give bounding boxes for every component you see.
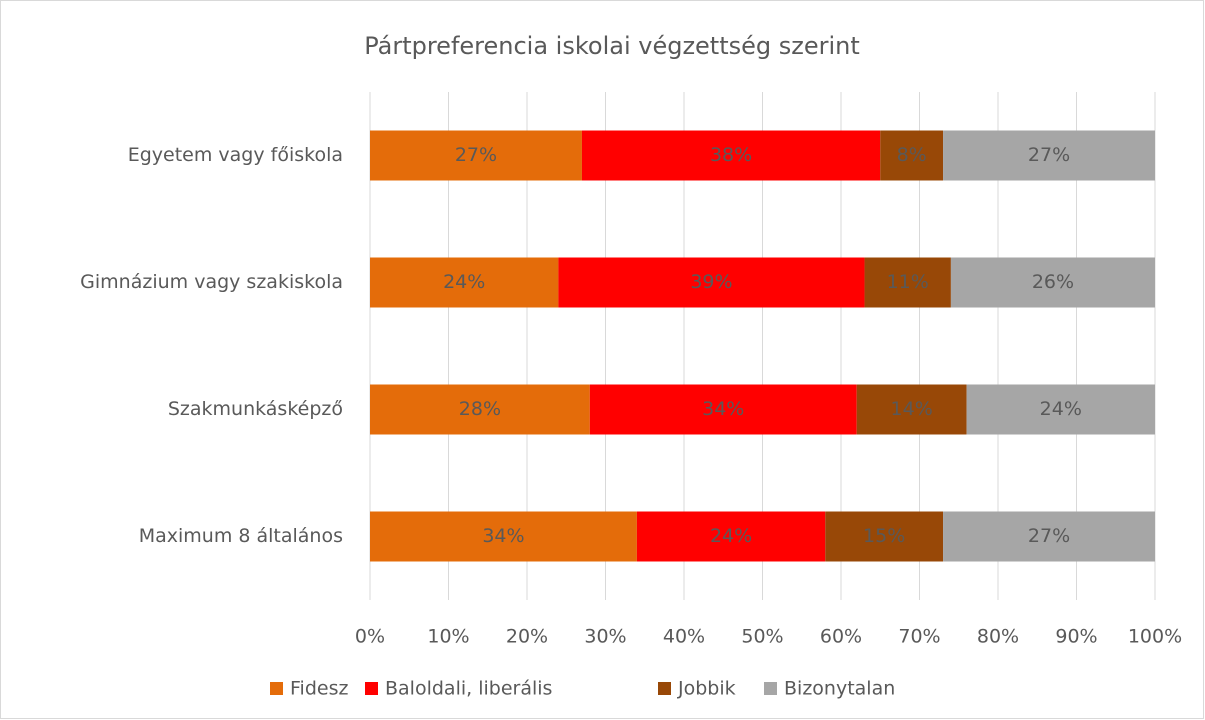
bar-segment (370, 130, 582, 181)
data-label: 28% (459, 398, 501, 420)
bar-segment (558, 257, 865, 308)
bar-segment (864, 257, 951, 308)
data-label: 15% (863, 525, 905, 547)
data-label: 24% (1040, 398, 1082, 420)
legend-swatch (658, 682, 671, 695)
y-tick-label: Gimnázium vagy szakiskola (80, 271, 343, 293)
x-tick-label: 70% (898, 626, 940, 648)
bar-segment (950, 257, 1155, 308)
legend-swatch (365, 682, 378, 695)
data-label: 27% (1028, 525, 1070, 547)
x-tick-label: 60% (820, 626, 862, 648)
x-tick-label: 40% (663, 626, 705, 648)
bar-segment (825, 511, 944, 562)
legend-label: Jobbik (677, 678, 736, 700)
data-label: 14% (891, 398, 933, 420)
y-tick-label: Maximum 8 általános (139, 525, 343, 547)
data-label: 24% (443, 271, 485, 293)
data-label: 39% (690, 271, 732, 293)
data-label: 27% (1028, 144, 1070, 166)
y-tick-label: Szakmunkásképző (168, 398, 343, 420)
legend-label: Bizonytalan (784, 678, 895, 700)
data-label: 26% (1032, 271, 1074, 293)
data-label: 8% (897, 144, 927, 166)
bar-segment (370, 257, 559, 308)
legend-label: Baloldali, liberális (385, 678, 552, 700)
x-tick-label: 30% (584, 626, 626, 648)
x-tick-label: 20% (506, 626, 548, 648)
data-label: 11% (887, 271, 929, 293)
legend-swatch (270, 682, 283, 695)
bar-segment (943, 511, 1155, 562)
bar-segment (943, 130, 1155, 181)
data-label: 34% (702, 398, 744, 420)
data-label: 38% (710, 144, 752, 166)
bar-segment (636, 511, 826, 562)
data-label: 27% (455, 144, 497, 166)
y-tick-label: Egyetem vagy főiskola (128, 144, 343, 166)
x-tick-label: 90% (1055, 626, 1097, 648)
data-label: 34% (482, 525, 524, 547)
x-tick-label: 100% (1128, 626, 1182, 648)
bar-segment (370, 384, 590, 435)
bar-segment (589, 384, 857, 435)
bar-segment (370, 511, 637, 562)
chart-title: Pártpreferencia iskolai végzettség szeri… (364, 32, 860, 60)
bar-segment (880, 130, 944, 181)
x-tick-label: 80% (977, 626, 1019, 648)
legend-label: Fidesz (290, 678, 348, 700)
bar-segment (966, 384, 1155, 435)
x-tick-label: 10% (427, 626, 469, 648)
x-tick-label: 50% (741, 626, 783, 648)
legend-swatch (764, 682, 777, 695)
bar-segment (856, 384, 967, 435)
x-tick-label: 0% (355, 626, 385, 648)
bar-segment (581, 130, 881, 181)
data-label: 24% (710, 525, 752, 547)
